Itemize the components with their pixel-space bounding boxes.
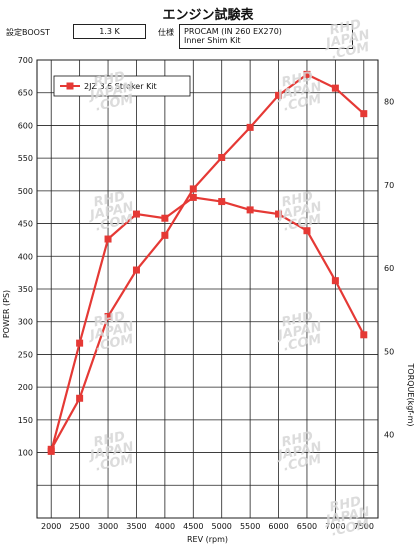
x-tick-label: 5000: [212, 522, 232, 531]
x-tick-label: 6000: [268, 522, 288, 531]
power-point: [161, 231, 169, 239]
grid-lines: [37, 59, 378, 519]
y-tick-label: 700: [18, 56, 33, 65]
spec-line-2: Inner Shim Kit: [184, 36, 241, 45]
y-tick-label: 600: [18, 121, 33, 130]
power-point: [275, 91, 283, 99]
power-point: [303, 70, 311, 78]
x-tick-label: 4000: [155, 522, 175, 531]
torque-point: [161, 214, 169, 222]
spec-label: 仕様: [158, 28, 174, 37]
x-tick-label: 2500: [69, 522, 89, 531]
power-point: [360, 110, 368, 118]
y-tick-label: 450: [18, 220, 33, 229]
y2-tick-label: 80: [384, 98, 394, 107]
legend-marker: [66, 82, 74, 90]
y-tick-label: 150: [18, 416, 33, 425]
y2-tick-label: 60: [384, 264, 394, 273]
x-tick-label: 5500: [240, 522, 260, 531]
y2-tick-label: 50: [384, 347, 394, 356]
power-point: [218, 153, 226, 161]
y-tick-label: 550: [18, 154, 33, 163]
series-layer: [47, 70, 368, 455]
torque-point: [275, 210, 283, 218]
x-tick-label: 6500: [297, 522, 317, 531]
y-tick-label: 250: [18, 350, 33, 359]
y-axis-left-label: POWER (PS): [2, 290, 11, 338]
legend: 2JZ 3.6 Stroker Kit: [53, 75, 191, 97]
torque-point: [132, 210, 140, 218]
torque-point: [47, 447, 55, 455]
x-tick-label: 3500: [126, 522, 146, 531]
boost-label: 設定BOOST: [6, 28, 50, 37]
power-point: [132, 266, 140, 274]
power-point: [189, 185, 197, 193]
power-point: [246, 123, 254, 131]
y-axis-right-label: TORQUE(kgf-m): [406, 363, 415, 427]
x-tick-label: 7000: [325, 522, 345, 531]
torque-point: [331, 277, 339, 285]
torque-point: [104, 235, 112, 243]
torque-point: [360, 331, 368, 339]
boost-value-box: 1.3 K: [73, 24, 146, 39]
x-tick-label: 7500: [354, 522, 374, 531]
power-point: [331, 84, 339, 92]
y-tick-label: 350: [18, 285, 33, 294]
y-tick-label: 500: [18, 187, 33, 196]
power-point: [104, 312, 112, 320]
x-axis-label: REV (rpm): [187, 535, 228, 544]
spec-value-box: PROCAM (IN 260 EX270) Inner Shim Kit: [179, 24, 353, 49]
torque-point: [246, 206, 254, 214]
y-tick-label: 650: [18, 89, 33, 98]
torque-curve: [50, 196, 365, 452]
y2-tick-label: 70: [384, 181, 394, 190]
torque-point: [76, 339, 84, 347]
y-tick-label: 100: [18, 449, 33, 458]
y-tick-label: 300: [18, 318, 33, 327]
torque-point: [189, 193, 197, 201]
y2-tick-label: 40: [384, 431, 394, 440]
y-axis-left-ticks: 100 150 200 250 300 350 400 450 500 550 600 650 700: [18, 56, 33, 458]
x-axis-ticks: 2000 2500 3000 3500 4000 4500 5000 5500 6000 6500…: [41, 522, 374, 531]
x-tick-label: 4500: [183, 522, 203, 531]
torque-point: [303, 227, 311, 235]
torque-point: [218, 198, 226, 206]
y-axis-right-ticks: 40 50 60 70 80: [384, 98, 394, 440]
y-tick-label: 400: [18, 252, 33, 261]
power-point: [76, 394, 84, 402]
page-title: エンジン試験表: [162, 8, 254, 23]
spec-line-1: PROCAM (IN 260 EX270): [184, 27, 282, 36]
boost-value: 1.3 K: [99, 27, 120, 36]
legend-box: [53, 75, 191, 97]
power-curve: [50, 73, 365, 450]
legend-label: 2JZ 3.6 Stroker Kit: [84, 82, 157, 91]
y-tick-label: 200: [18, 383, 33, 392]
x-tick-label: 3000: [98, 522, 118, 531]
x-tick-label: 2000: [41, 522, 61, 531]
